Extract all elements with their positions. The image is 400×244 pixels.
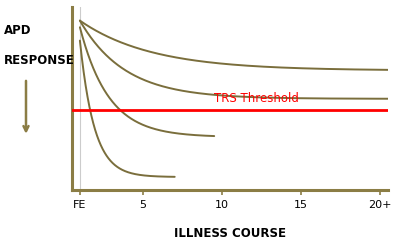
Text: APD: APD [4, 24, 32, 37]
Text: TRS Threshold: TRS Threshold [214, 92, 299, 105]
Text: ILLNESS COURSE: ILLNESS COURSE [174, 227, 286, 240]
Text: RESPONSE: RESPONSE [4, 54, 75, 67]
